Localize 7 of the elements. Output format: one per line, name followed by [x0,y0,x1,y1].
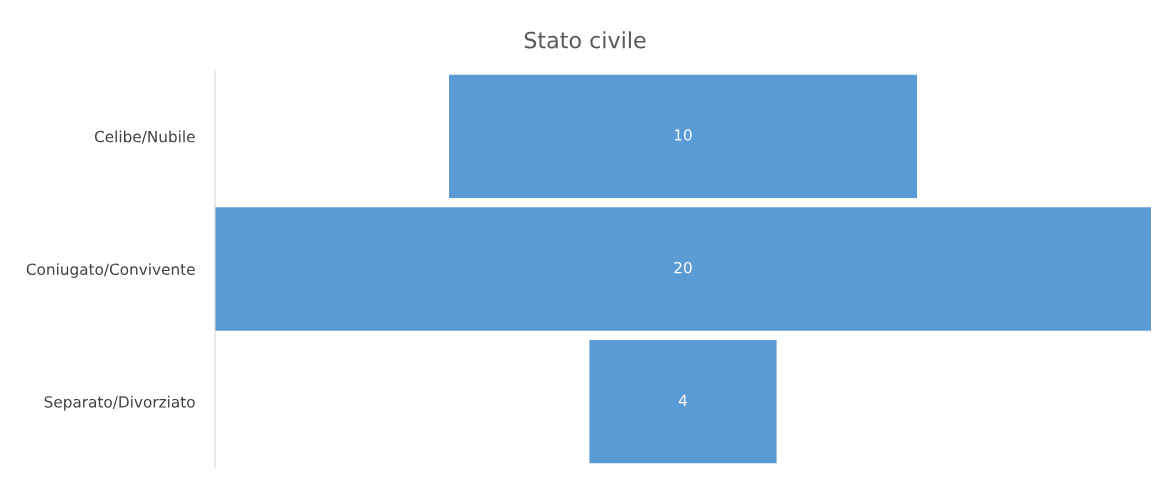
category-label: Coniugato/Convivente [26,263,195,278]
data-label: 10 [674,129,692,141]
data-label: 20 [674,261,692,274]
category-label: Celibe/Nubile [94,130,195,144]
category-label: Separato/Divorziato [44,395,195,411]
text: Stato civile [524,31,646,49]
data-label: 4 [678,394,687,406]
